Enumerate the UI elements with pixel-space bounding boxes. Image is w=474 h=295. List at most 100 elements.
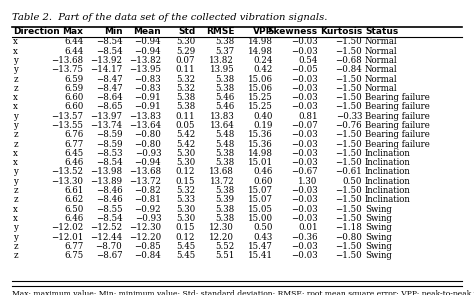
- Text: 6.61: 6.61: [64, 186, 83, 195]
- Text: 5.30: 5.30: [176, 158, 195, 167]
- Text: −8.64: −8.64: [96, 93, 122, 102]
- Text: y: y: [13, 65, 18, 74]
- Text: −0.05: −0.05: [291, 65, 318, 74]
- Text: Swing: Swing: [365, 242, 392, 251]
- Text: 14.98: 14.98: [248, 47, 273, 56]
- Text: 5.38: 5.38: [215, 149, 234, 158]
- Text: −0.03: −0.03: [291, 130, 318, 139]
- Text: −0.94: −0.94: [135, 37, 161, 46]
- Text: Swing: Swing: [365, 205, 392, 214]
- Text: 15.06: 15.06: [248, 84, 273, 93]
- Text: 0.07: 0.07: [176, 56, 195, 65]
- Text: Bearing failure: Bearing failure: [365, 102, 430, 112]
- Text: −8.67: −8.67: [96, 251, 122, 260]
- Text: RMSE: RMSE: [206, 27, 234, 36]
- Text: −0.83: −0.83: [135, 84, 161, 93]
- Text: 5.38: 5.38: [215, 214, 234, 223]
- Text: −0.85: −0.85: [135, 242, 161, 251]
- Text: z: z: [13, 251, 18, 260]
- Text: z: z: [13, 195, 18, 204]
- Text: −13.95: −13.95: [129, 65, 161, 74]
- Text: z: z: [13, 186, 18, 195]
- Text: −13.74: −13.74: [90, 121, 122, 130]
- Text: −0.84: −0.84: [336, 65, 362, 74]
- Text: Swing: Swing: [365, 251, 392, 260]
- Text: −8.47: −8.47: [96, 84, 122, 93]
- Text: Swing: Swing: [365, 223, 392, 232]
- Text: −0.76: −0.76: [336, 121, 362, 130]
- Text: −0.03: −0.03: [291, 205, 318, 214]
- Text: x: x: [13, 102, 18, 112]
- Text: 6.60: 6.60: [64, 102, 83, 112]
- Text: 13.68: 13.68: [210, 168, 234, 176]
- Text: −1.50: −1.50: [336, 93, 362, 102]
- Text: −8.54: −8.54: [96, 214, 122, 223]
- Text: x: x: [13, 47, 18, 56]
- Text: −8.70: −8.70: [96, 242, 122, 251]
- Text: −1.50: −1.50: [336, 251, 362, 260]
- Text: 15.06: 15.06: [248, 75, 273, 83]
- Text: 5.42: 5.42: [176, 140, 195, 149]
- Text: 6.46: 6.46: [64, 158, 83, 167]
- Text: −0.03: −0.03: [291, 214, 318, 223]
- Text: 5.38: 5.38: [215, 205, 234, 214]
- Text: −13.57: −13.57: [51, 112, 83, 121]
- Text: −0.61: −0.61: [336, 168, 362, 176]
- Text: −0.94: −0.94: [135, 47, 161, 56]
- Text: z: z: [13, 140, 18, 149]
- Text: −1.50: −1.50: [336, 47, 362, 56]
- Text: 5.38: 5.38: [215, 75, 234, 83]
- Text: −8.55: −8.55: [96, 205, 122, 214]
- Text: y: y: [13, 121, 18, 130]
- Text: −0.93: −0.93: [135, 149, 161, 158]
- Text: 6.44: 6.44: [64, 47, 83, 56]
- Text: −12.30: −12.30: [129, 223, 161, 232]
- Text: 15.07: 15.07: [248, 186, 273, 195]
- Text: −13.68: −13.68: [51, 56, 83, 65]
- Text: 15.01: 15.01: [248, 158, 273, 167]
- Text: −1.50: −1.50: [336, 214, 362, 223]
- Text: 6.44: 6.44: [64, 37, 83, 46]
- Text: −13.68: −13.68: [129, 168, 161, 176]
- Text: 5.32: 5.32: [176, 84, 195, 93]
- Text: 6.60: 6.60: [64, 93, 83, 102]
- Text: Normal: Normal: [365, 37, 398, 46]
- Text: 5.46: 5.46: [215, 93, 234, 102]
- Text: z: z: [13, 75, 18, 83]
- Text: 5.30: 5.30: [176, 205, 195, 214]
- Text: −13.89: −13.89: [90, 177, 122, 186]
- Text: 15.41: 15.41: [248, 251, 273, 260]
- Text: 0.05: 0.05: [176, 121, 195, 130]
- Text: −0.80: −0.80: [134, 140, 161, 149]
- Text: 5.30: 5.30: [176, 214, 195, 223]
- Text: 0.11: 0.11: [176, 65, 195, 74]
- Text: −12.02: −12.02: [51, 223, 83, 232]
- Text: −0.03: −0.03: [291, 251, 318, 260]
- Text: −0.93: −0.93: [135, 214, 161, 223]
- Text: 15.36: 15.36: [248, 130, 273, 139]
- Text: 5.38: 5.38: [215, 37, 234, 46]
- Text: 5.48: 5.48: [215, 140, 234, 149]
- Text: −8.54: −8.54: [96, 47, 122, 56]
- Text: −1.50: −1.50: [336, 75, 362, 83]
- Text: 15.25: 15.25: [248, 102, 273, 112]
- Text: −8.59: −8.59: [96, 130, 122, 139]
- Text: Normal: Normal: [365, 47, 398, 56]
- Text: −0.68: −0.68: [336, 56, 362, 65]
- Text: Inclination: Inclination: [365, 186, 411, 195]
- Text: y: y: [13, 168, 18, 176]
- Text: −0.67: −0.67: [291, 168, 318, 176]
- Text: 6.75: 6.75: [64, 251, 83, 260]
- Text: −13.82: −13.82: [129, 56, 161, 65]
- Text: y: y: [13, 177, 18, 186]
- Text: 6.77: 6.77: [64, 140, 83, 149]
- Text: x: x: [13, 158, 18, 167]
- Text: 13.83: 13.83: [210, 112, 234, 121]
- Text: −8.54: −8.54: [96, 37, 122, 46]
- Text: −1.50: −1.50: [336, 149, 362, 158]
- Text: 14.98: 14.98: [248, 37, 273, 46]
- Text: −0.80: −0.80: [335, 232, 362, 242]
- Text: −14.17: −14.17: [90, 65, 122, 74]
- Text: Inclination: Inclination: [365, 195, 411, 204]
- Text: −0.03: −0.03: [291, 84, 318, 93]
